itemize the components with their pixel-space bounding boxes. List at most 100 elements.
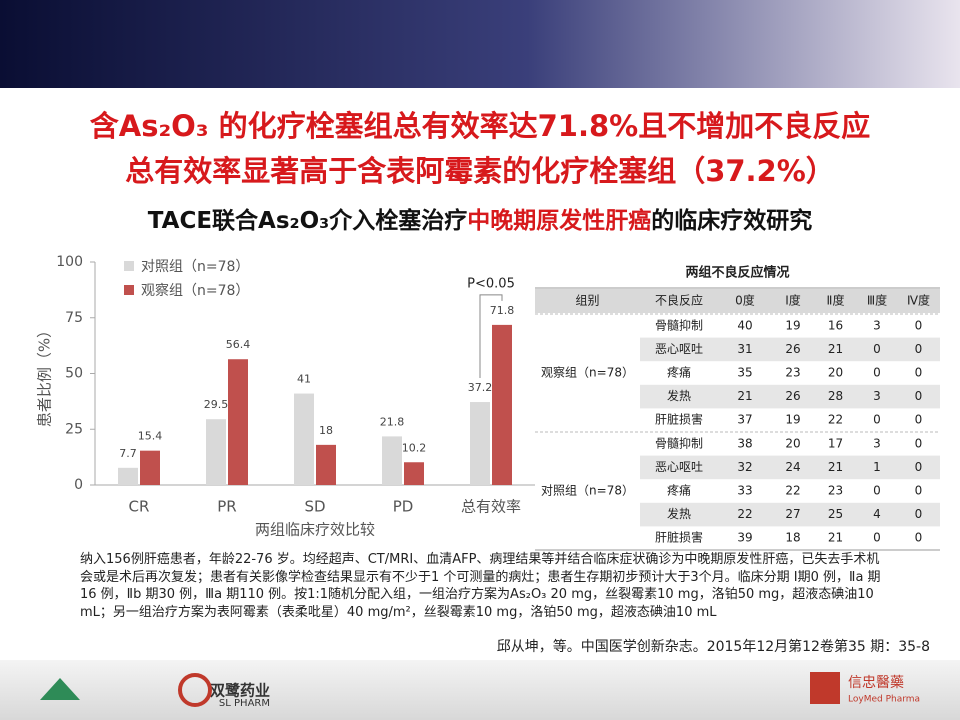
table-cell: 0 <box>915 484 923 498</box>
table-cell: 33 <box>737 484 752 498</box>
subtitle-part: 中晚期原发性肝癌 <box>467 207 651 234</box>
subtitle-part: 的临床疗效研究 <box>651 207 812 234</box>
bar <box>206 419 226 485</box>
x-tick-label: SD <box>304 498 325 516</box>
x-tick-label: CR <box>129 498 150 516</box>
table-cell: 20 <box>785 436 800 450</box>
table-cell: 25 <box>828 507 843 521</box>
table-cell: 22 <box>785 484 800 498</box>
row-bg <box>640 502 940 527</box>
logo-mark <box>178 673 212 707</box>
table-header: 不良反应 <box>655 293 703 308</box>
value-label: 21.8 <box>380 415 405 428</box>
table-cell: 骨髓抑制 <box>655 435 703 450</box>
table-title: 两组不良反应情况 <box>685 265 789 281</box>
banner <box>0 0 960 88</box>
bar <box>316 444 336 485</box>
logo-text: SL PHARM <box>219 698 270 709</box>
table-cell: 18 <box>785 531 800 545</box>
table-cell: 0 <box>873 484 881 498</box>
table-cell: 肝脏损害 <box>655 412 703 427</box>
table-cell: 35 <box>737 366 752 380</box>
table-cell: 31 <box>737 342 752 356</box>
table-cell: 0 <box>915 460 923 474</box>
row-bg <box>640 384 940 409</box>
x-axis-title: 两组临床疗效比较 <box>255 521 375 539</box>
table-cell: 肝脏损害 <box>655 530 703 545</box>
table-cell: 40 <box>737 318 752 332</box>
table-cell: 0 <box>873 531 881 545</box>
table-cell: 19 <box>785 413 800 427</box>
table-cell: 23 <box>828 484 843 498</box>
table-cell: 17 <box>828 436 843 450</box>
table-cell: 骨髓抑制 <box>655 317 703 332</box>
bar <box>228 359 248 485</box>
legend-label: 观察组（n=78） <box>141 282 249 299</box>
y-tick-label: 75 <box>65 310 83 326</box>
bar <box>140 450 160 485</box>
table-header: Ⅳ度 <box>907 293 930 308</box>
table-cell: 21 <box>828 531 843 545</box>
row-bg <box>640 455 940 480</box>
value-label: 15.4 <box>138 430 163 443</box>
value-label: 18 <box>319 424 333 437</box>
table-cell: 0 <box>915 436 923 450</box>
table-cell: 0 <box>873 413 881 427</box>
table-cell: 21 <box>828 460 843 474</box>
group-label: 观察组（n=78） <box>541 366 634 380</box>
y-tick-label: 0 <box>74 477 83 493</box>
table-header: 0度 <box>735 293 755 308</box>
legend-label: 对照组（n=78） <box>141 259 249 275</box>
annotation: P<0.05 <box>467 276 515 291</box>
table-cell: 32 <box>737 460 752 474</box>
value-label: 41 <box>297 373 311 386</box>
table-cell: 20 <box>828 366 843 380</box>
y-tick-label: 25 <box>65 421 83 437</box>
table-header: Ⅲ度 <box>867 293 887 308</box>
table-cell: 28 <box>828 389 843 403</box>
bar <box>470 402 490 485</box>
table-cell: 22 <box>737 507 752 521</box>
table-cell: 发热 <box>667 506 691 521</box>
bar <box>492 324 512 485</box>
group-label: 对照组（n=78） <box>541 484 634 498</box>
table-cell: 23 <box>785 366 800 380</box>
logo-text: 信忠醫藥 <box>848 675 904 691</box>
title: 总有效率显著高于含表阿霉素的化疗栓塞组（37.2%） <box>125 154 835 188</box>
table-header: 组别 <box>575 294 599 308</box>
table-cell: 3 <box>873 436 881 450</box>
table-cell: 疼痛 <box>667 365 691 380</box>
value-label: 37.2 <box>468 381 493 394</box>
x-tick-label: PR <box>217 498 236 516</box>
value-label: 29.5 <box>204 398 229 411</box>
table-cell: 37 <box>737 413 752 427</box>
table-cell: 0 <box>915 366 923 380</box>
table-header: Ⅱ度 <box>827 293 845 308</box>
table-cell: 0 <box>915 389 923 403</box>
legend-swatch <box>124 285 134 295</box>
value-label: 71.8 <box>490 304 515 317</box>
table-cell: 4 <box>873 507 881 521</box>
table-cell: 0 <box>915 342 923 356</box>
table-cell: 1 <box>873 460 881 474</box>
note: 纳入156例肝癌患者，年龄22-76 岁。均经超声、CT/MRI、血清AFP、病… <box>80 552 881 620</box>
table-cell: 疼痛 <box>667 483 691 498</box>
subtitle-part: TACE联合As₂O₃介入栓塞治疗 <box>148 207 467 234</box>
table-cell: 22 <box>828 413 843 427</box>
bar <box>404 462 424 485</box>
value-label: 10.2 <box>402 441 427 454</box>
legend-swatch <box>124 261 134 271</box>
x-tick-label: 总有效率 <box>461 498 521 516</box>
logo-text: 双鹭药业 <box>210 682 270 700</box>
y-tick-label: 50 <box>65 366 83 382</box>
value-label: 7.7 <box>119 447 137 460</box>
bracket <box>479 294 503 379</box>
table-cell: 0 <box>915 413 923 427</box>
table-cell: 16 <box>828 318 843 332</box>
header-bg <box>535 289 940 313</box>
title: 含As₂O₃ 的化疗栓塞组总有效率达71.8%且不增加不良反应 <box>90 109 870 143</box>
table-cell: 24 <box>785 460 800 474</box>
logo-mark <box>810 672 840 704</box>
